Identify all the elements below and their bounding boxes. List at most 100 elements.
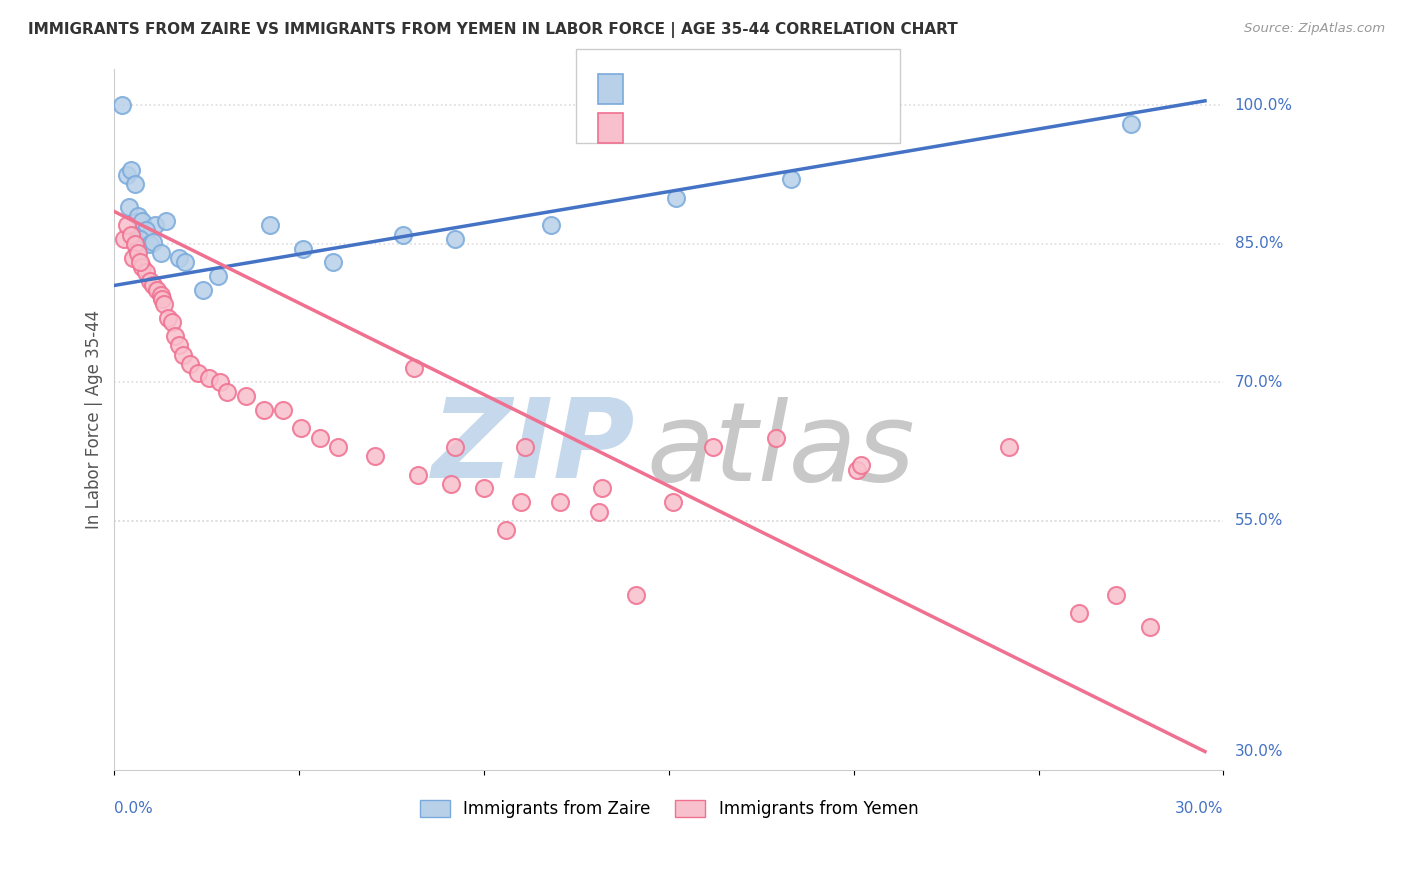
Point <box>122 227 145 242</box>
Point <box>122 251 145 265</box>
Point <box>548 495 571 509</box>
Text: 85.0%: 85.0% <box>1234 236 1282 252</box>
Point <box>135 264 157 278</box>
Point <box>702 440 724 454</box>
Point <box>173 255 195 269</box>
Point <box>153 297 176 311</box>
Point <box>235 389 257 403</box>
Point <box>765 431 787 445</box>
Point <box>208 376 231 390</box>
Point <box>138 274 160 288</box>
Point <box>443 440 465 454</box>
Point <box>591 482 613 496</box>
Point <box>127 209 149 223</box>
Point <box>129 232 152 246</box>
Point <box>117 219 139 233</box>
Text: N =: N = <box>724 120 766 137</box>
Point <box>152 293 174 307</box>
Point <box>308 431 330 445</box>
Point <box>149 287 172 301</box>
Point <box>661 495 683 509</box>
Point <box>846 463 869 477</box>
Y-axis label: In Labor Force | Age 35-44: In Labor Force | Age 35-44 <box>86 310 103 529</box>
Point <box>155 214 177 228</box>
Legend: Immigrants from Zaire, Immigrants from Yemen: Immigrants from Zaire, Immigrants from Y… <box>413 793 925 825</box>
Point <box>187 366 209 380</box>
Point <box>191 283 214 297</box>
Text: R =: R = <box>634 80 671 98</box>
Text: 30.0%: 30.0% <box>1175 800 1223 815</box>
Text: ZIP: ZIP <box>432 393 636 500</box>
Point <box>495 523 517 537</box>
Point <box>156 310 179 325</box>
Point <box>149 246 172 260</box>
Text: -0.662: -0.662 <box>669 120 728 137</box>
Point <box>179 357 201 371</box>
Point <box>443 232 465 246</box>
Point <box>127 246 149 260</box>
Point <box>167 251 190 265</box>
Point <box>172 348 194 362</box>
Point <box>120 227 142 242</box>
Text: 100.0%: 100.0% <box>1234 98 1292 113</box>
Text: atlas: atlas <box>647 397 915 504</box>
Point <box>124 236 146 251</box>
Point <box>402 361 425 376</box>
Text: R =: R = <box>634 120 671 137</box>
Point <box>167 338 190 352</box>
Point <box>406 467 429 482</box>
Point <box>780 172 803 186</box>
Point <box>851 458 873 473</box>
Point <box>588 504 610 518</box>
Text: N =: N = <box>714 80 756 98</box>
Point <box>124 177 146 191</box>
Point <box>146 283 169 297</box>
Point <box>510 495 533 509</box>
Text: 30.0%: 30.0% <box>1234 744 1284 759</box>
Point <box>290 421 312 435</box>
Point <box>253 403 276 417</box>
Point <box>112 232 135 246</box>
Point <box>665 191 688 205</box>
Point <box>142 278 165 293</box>
Point <box>1069 606 1091 620</box>
Text: 55.0%: 55.0% <box>1234 513 1282 528</box>
Text: 30: 30 <box>749 80 772 98</box>
Point <box>513 440 536 454</box>
Point <box>120 163 142 178</box>
Point <box>998 440 1021 454</box>
Point <box>129 255 152 269</box>
Point <box>624 588 647 602</box>
Point <box>440 476 463 491</box>
Text: IMMIGRANTS FROM ZAIRE VS IMMIGRANTS FROM YEMEN IN LABOR FORCE | AGE 35-44 CORREL: IMMIGRANTS FROM ZAIRE VS IMMIGRANTS FROM… <box>28 22 957 38</box>
Point <box>326 440 349 454</box>
Point <box>111 98 134 112</box>
Text: 0.579: 0.579 <box>669 80 721 98</box>
Text: 51: 51 <box>759 120 782 137</box>
Point <box>1139 620 1161 634</box>
Point <box>207 269 229 284</box>
Point <box>217 384 239 399</box>
Point <box>125 242 148 256</box>
Point <box>364 449 387 463</box>
Point <box>540 219 562 233</box>
Point <box>197 370 219 384</box>
Point <box>291 242 314 256</box>
Point <box>135 223 157 237</box>
Text: Source: ZipAtlas.com: Source: ZipAtlas.com <box>1244 22 1385 36</box>
Text: 70.0%: 70.0% <box>1234 375 1282 390</box>
Point <box>131 260 153 274</box>
Point <box>1119 117 1142 131</box>
Point <box>143 219 166 233</box>
Point <box>118 200 141 214</box>
Point <box>142 235 165 249</box>
Point <box>117 168 139 182</box>
Point <box>391 227 413 242</box>
Point <box>322 255 344 269</box>
Point <box>259 219 281 233</box>
Point <box>131 214 153 228</box>
Point <box>472 482 495 496</box>
Point <box>160 315 183 329</box>
Point <box>271 403 294 417</box>
Point <box>165 329 187 343</box>
